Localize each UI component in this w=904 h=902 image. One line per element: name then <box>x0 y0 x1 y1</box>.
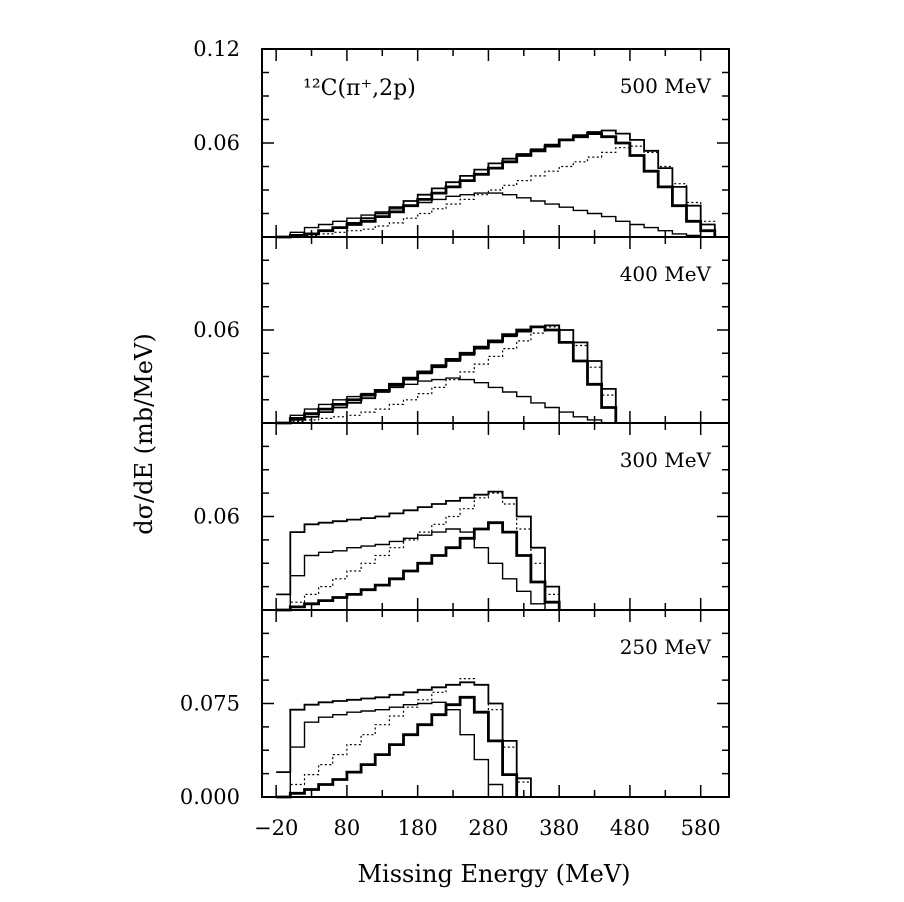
series-line-4 <box>276 490 561 610</box>
series-line-4 <box>276 324 617 424</box>
series-line-2 <box>276 521 561 612</box>
y-tick-label: 0.06 <box>193 505 240 529</box>
x-axis-title: Missing Energy (MeV) <box>357 860 630 888</box>
series-line-1 <box>276 701 504 798</box>
panel-energy-label: 400 MeV <box>620 262 712 286</box>
y-tick-label: 0.06 <box>193 318 240 342</box>
series-line-4 <box>276 129 716 238</box>
series-line-2 <box>276 325 618 425</box>
x-tick-labels: −20 80 180 280 380 480 580 <box>254 816 721 840</box>
series-line-3 <box>276 326 617 424</box>
series-line-4 <box>276 681 532 797</box>
reaction-label: ¹²C(π⁺,2p) <box>303 76 416 101</box>
panel-2: 0.06 400 MeV <box>193 236 730 425</box>
series-line-1 <box>276 377 616 424</box>
series-line-3 <box>276 145 716 238</box>
y-tick-label: 0.12 <box>193 37 240 61</box>
x-tick-label: 480 <box>610 816 650 840</box>
series-line-3 <box>276 678 532 798</box>
y-tick-label: 0.000 <box>180 785 240 809</box>
x-tick-label: −20 <box>254 816 298 840</box>
series-line-1 <box>276 192 715 238</box>
x-tick-label: 580 <box>681 816 721 840</box>
x-tick-label: 80 <box>334 816 361 840</box>
y-tick-label: 0.075 <box>180 692 240 716</box>
panel-3: 0.06 300 MeV <box>193 422 730 612</box>
panel-1: 0.06 0.12 500 MeV <box>193 37 730 239</box>
x-tick-label: 180 <box>398 816 438 840</box>
panel-energy-label: 250 MeV <box>620 635 712 659</box>
series-line-2 <box>276 132 717 239</box>
y-axis-title: dσ/dE (mb/MeV) <box>130 333 158 534</box>
x-tick-label: 380 <box>539 816 579 840</box>
y-tick-label: 0.06 <box>193 131 240 155</box>
panel-4: 0.000 0.075 250 MeV <box>180 609 730 809</box>
panel-energy-label: 500 MeV <box>620 74 712 98</box>
panel-energy-label: 300 MeV <box>620 448 712 472</box>
series-line-1 <box>276 528 546 611</box>
series-line-2 <box>276 695 519 799</box>
x-tick-label: 280 <box>468 816 508 840</box>
